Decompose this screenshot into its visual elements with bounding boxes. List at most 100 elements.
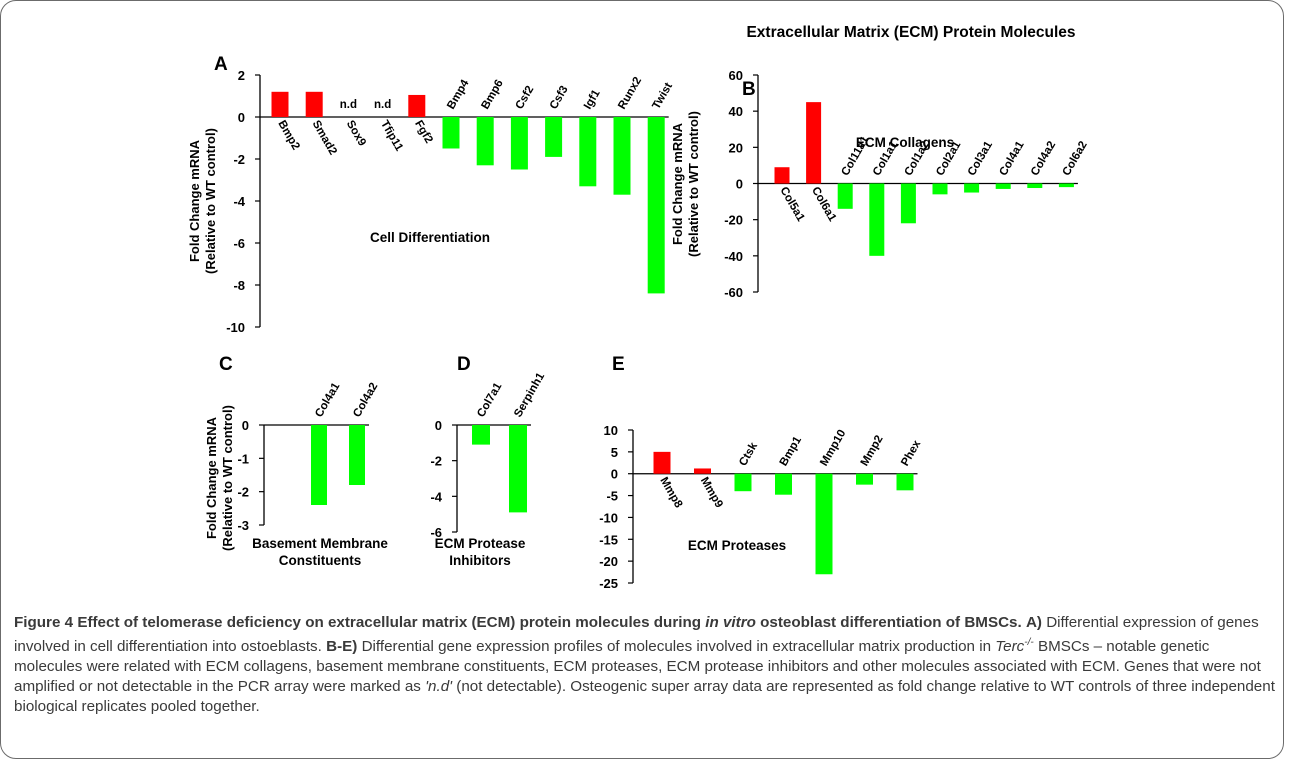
panel-a-category-label: Smad2	[310, 119, 339, 158]
panel-a-ylabel-line1: Fold Change mRNA	[187, 139, 202, 262]
caption-text-a: Differential expression of genes involve…	[14, 614, 1259, 656]
caption-text-be-1: Differential gene expression profiles of…	[361, 638, 992, 656]
panel-e-bar	[856, 473, 873, 485]
panel-b-title: ECM Collagens	[856, 135, 954, 150]
panel-b-bar	[932, 183, 948, 195]
caption-ref-be: B-E)	[326, 638, 358, 656]
panel-a-y-tick-label: -6	[233, 236, 245, 251]
panel-b-y-tick-label: 60	[729, 68, 743, 83]
panel-a-category-label: Tfip11	[378, 119, 405, 154]
panel-b-y-tick-label: 20	[729, 140, 743, 155]
panel-a-category-label: Fgf2	[412, 119, 435, 146]
panel-a-bar	[647, 117, 665, 294]
panel-e-y-tick-label: -10	[599, 510, 618, 525]
panel-a-category-label: Runx2	[616, 75, 644, 111]
panel-c-y-tick-label: -2	[237, 485, 249, 500]
figure-main-title: Extracellular Matrix (ECM) Protein Molec…	[746, 24, 1075, 41]
panel-b-y-tick-label: -40	[724, 249, 743, 264]
caption-title-pre: Effect of telomerase deficiency on extra…	[77, 614, 702, 631]
caption-terc-text: Terc	[995, 638, 1025, 656]
panel-c-y-tick-label: -3	[237, 518, 249, 533]
panel-d-y-tick-label: 0	[435, 418, 442, 433]
panel-c-y-tick-label: 0	[242, 418, 249, 433]
panel-a-y-tick-label: 0	[238, 110, 245, 125]
panel-b-bar	[900, 183, 916, 224]
panel-a-title: Cell Differentiation	[370, 230, 490, 245]
panel-a-category-label: Sox9	[344, 119, 368, 149]
figure-4-charts: Extracellular Matrix (ECM) Protein Molec…	[187, 24, 1090, 591]
panel-b-y-tick-label: -60	[724, 285, 743, 300]
panel-a-category-label: Bmp2	[275, 119, 301, 153]
panel-e-y-tick-label: 0	[611, 467, 618, 482]
panel-b-letter: B	[742, 79, 756, 100]
panel-c-category-label: Col4a2	[351, 381, 380, 420]
panel-d-title: ECM Protease	[435, 536, 526, 551]
panel-b-ylabel-line2: (Relative to WT control)	[686, 111, 701, 257]
panel-a-y-tick-label: 2	[238, 68, 245, 83]
panel-a-y-tick-label: -2	[233, 152, 245, 167]
panel-c-ylabel-line1: Fold Change mRNA	[204, 416, 219, 539]
panel-e-title: ECM Proteases	[688, 538, 786, 553]
panel-c-category-label: Col4a1	[313, 380, 343, 419]
panel-c-title: Constituents	[279, 553, 362, 568]
panel-e-category-label: Phex	[899, 438, 923, 468]
panel-b-bar	[964, 183, 980, 193]
caption-title-italic: in vitro	[705, 614, 756, 631]
panel-a-nd-label: n.d	[340, 99, 357, 111]
panel-a-letter: A	[214, 54, 228, 75]
panel-e-bar	[815, 473, 833, 575]
caption-label: Figure 4	[14, 614, 74, 631]
panel-e-letter: E	[612, 354, 625, 375]
panel-e-y-tick-label: -5	[606, 489, 618, 504]
panel-b-bar	[869, 183, 885, 256]
panel-e-bar	[775, 473, 792, 495]
panel-a-y-tick-label: -4	[233, 194, 245, 209]
panel-a-category-label: Igf1	[582, 87, 603, 111]
caption-nd-quote: 'n.d'	[425, 678, 453, 696]
panel-a-ylabel-line2: (Relative to WT control)	[203, 128, 218, 274]
panel-a-bar	[579, 117, 597, 187]
panel-e-bar	[734, 473, 752, 492]
panel-e-y-tick-label: -25	[599, 576, 618, 591]
panel-b-y-tick-label: 40	[729, 104, 743, 119]
panel-a-category-label: Csf3	[548, 84, 571, 112]
panel-b-bar	[1027, 183, 1043, 189]
panel-d-letter: D	[457, 354, 471, 375]
caption-text-be-3: (not detectable). Osteogenic super array…	[14, 678, 1275, 716]
panel-b-y-tick-label: 0	[736, 177, 743, 192]
panel-b-bar	[1058, 183, 1074, 188]
panel-e-category-label: Bmp1	[778, 434, 805, 468]
panel-c-ylabel-line2: (Relative to WT control)	[220, 405, 235, 551]
panel-b-category-label: Col4a1	[997, 139, 1027, 178]
panel-b-bar	[837, 183, 853, 209]
panel-a-y-tick-label: -10	[226, 320, 245, 335]
panel-e-y-tick-label: 5	[611, 445, 618, 460]
panel-a-category-label: Csf2	[514, 84, 537, 112]
panel-c-letter: C	[219, 354, 233, 375]
panel-d-title: Inhibitors	[449, 553, 511, 568]
panel-d-y-tick-label: -6	[430, 525, 442, 540]
panel-a-nd-label: n.d	[374, 99, 391, 111]
panel-e-bar	[694, 468, 711, 474]
panel-e-y-tick-label: -20	[599, 554, 618, 569]
panel-b-y-tick-label: -20	[724, 213, 743, 228]
panel-e-bar	[896, 473, 914, 491]
caption-title-post: osteoblast differentiation of BMSCs.	[760, 614, 1022, 631]
panel-b-category-label: Col6a1	[809, 185, 839, 224]
panel-e-category-label: Mmp8	[657, 475, 684, 510]
panel-b-bar	[995, 183, 1011, 189]
panel-b-category-label: Col6a2	[1061, 139, 1090, 178]
panel-d-y-tick-label: -2	[430, 454, 442, 469]
panel-b-bar	[774, 167, 790, 184]
panel-b-ylabel-line1: Fold Change mRNA	[670, 122, 685, 245]
panel-a-bar	[305, 91, 323, 117]
panel-a-bar	[271, 91, 289, 117]
panel-e-category-label: Mmp2	[859, 433, 886, 468]
panel-b-category-label: Col5a1	[777, 185, 807, 224]
panel-a-y-tick-label: -8	[233, 278, 245, 293]
panel-e-category-label: Mmp9	[698, 475, 725, 510]
panel-e-category-label: Mmp10	[818, 428, 848, 468]
caption-ref-a: A)	[1025, 614, 1042, 631]
